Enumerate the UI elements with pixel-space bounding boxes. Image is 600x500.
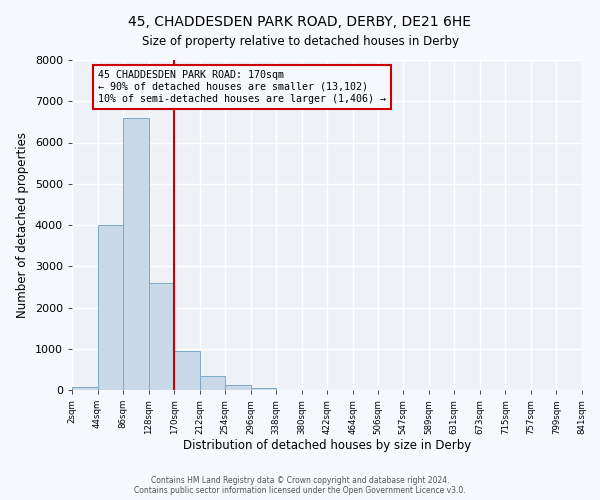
Bar	[98, 225, 123, 390]
Text: Contains HM Land Registry data © Crown copyright and database right 2024.
Contai: Contains HM Land Registry data © Crown c…	[134, 476, 466, 495]
Y-axis label: Number of detached properties: Number of detached properties	[16, 132, 29, 318]
Bar	[251, 388, 276, 390]
Bar	[72, 387, 98, 390]
Text: Size of property relative to detached houses in Derby: Size of property relative to detached ho…	[142, 35, 458, 48]
X-axis label: Distribution of detached houses by size in Derby: Distribution of detached houses by size …	[183, 440, 471, 452]
Bar	[174, 351, 200, 390]
Bar	[149, 283, 174, 390]
Bar	[200, 376, 225, 390]
Text: 45 CHADDESDEN PARK ROAD: 170sqm
← 90% of detached houses are smaller (13,102)
10: 45 CHADDESDEN PARK ROAD: 170sqm ← 90% of…	[98, 70, 386, 104]
Bar	[225, 384, 251, 390]
Text: 45, CHADDESDEN PARK ROAD, DERBY, DE21 6HE: 45, CHADDESDEN PARK ROAD, DERBY, DE21 6H…	[128, 15, 472, 29]
Bar	[123, 118, 149, 390]
